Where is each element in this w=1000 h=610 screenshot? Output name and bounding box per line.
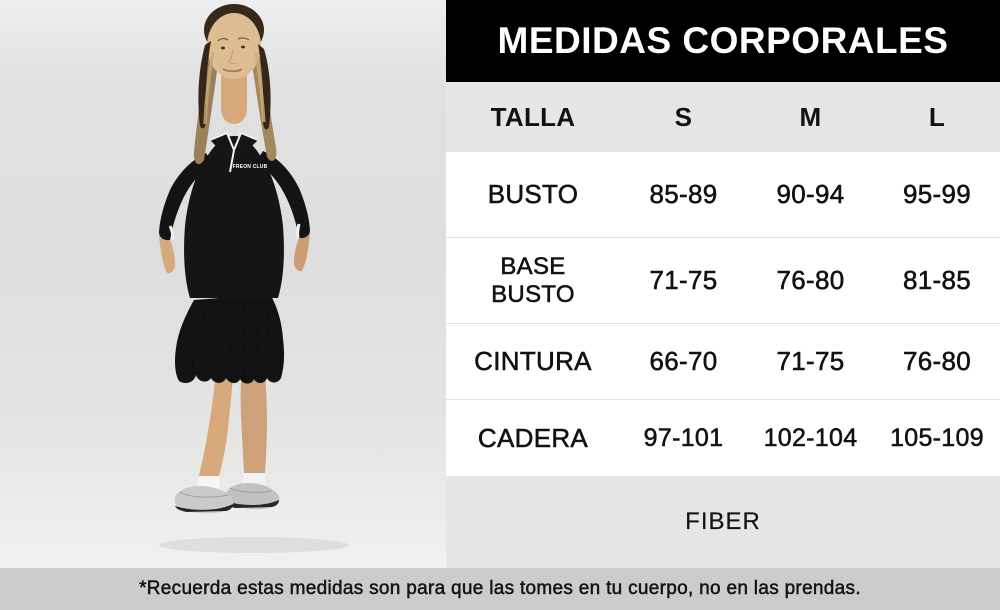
svg-text:FREON CLUB: FREON CLUB xyxy=(233,164,268,170)
